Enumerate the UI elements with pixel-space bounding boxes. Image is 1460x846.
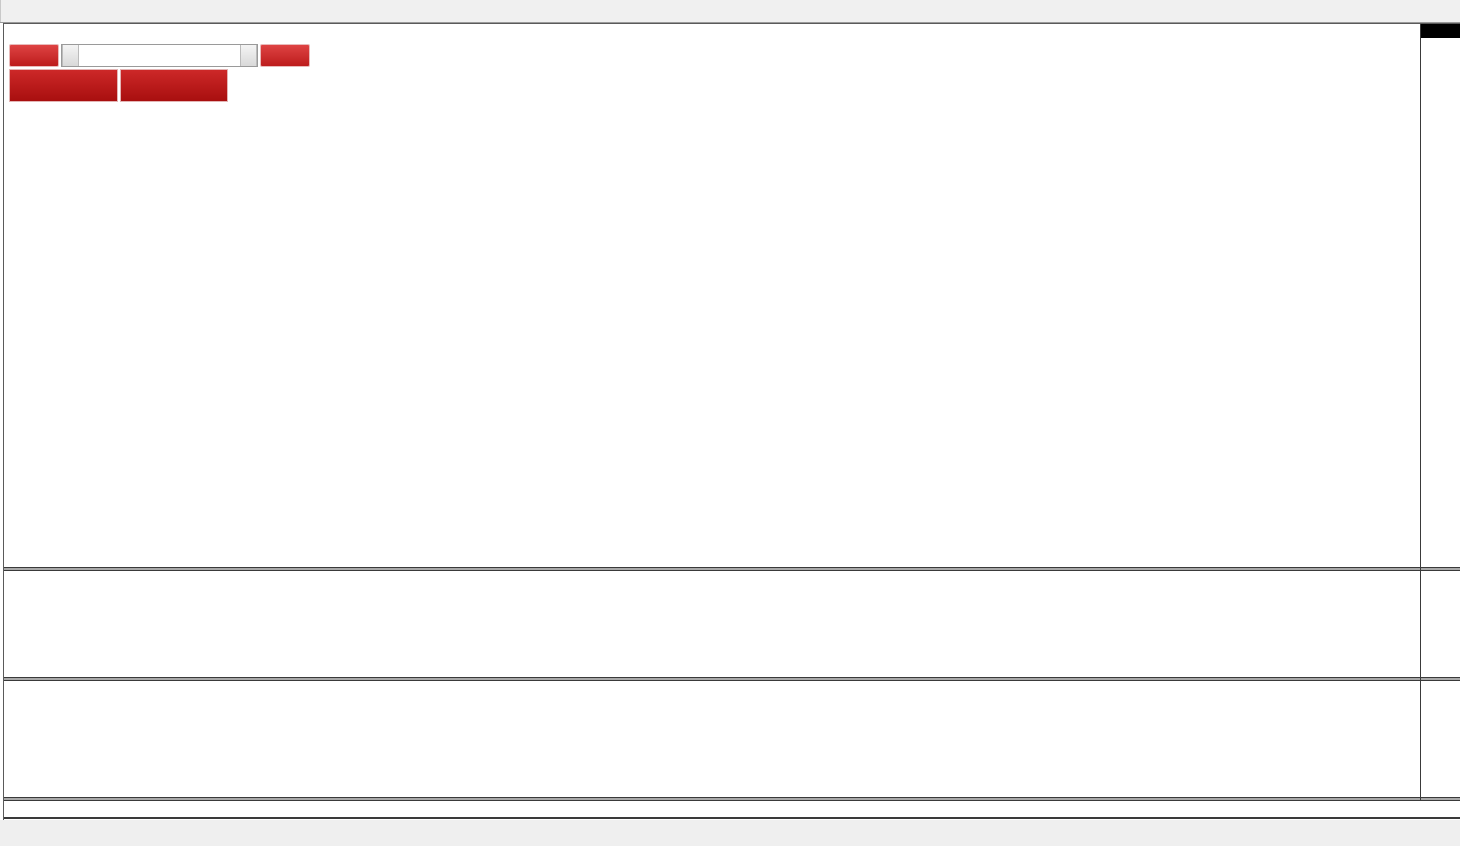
price-chart-canvas[interactable] — [4, 25, 1419, 567]
price-axis-border — [1420, 24, 1421, 801]
rsi-chart-canvas[interactable] — [4, 681, 1419, 797]
chart-window — [3, 23, 1460, 820]
buy-button[interactable] — [260, 44, 310, 67]
current-price-tag — [1421, 24, 1460, 38]
macd-chart-canvas[interactable] — [4, 571, 1419, 677]
volume-increase-icon[interactable] — [240, 45, 257, 66]
toolbar-spacer — [0, 0, 1460, 22]
pane-splitter-rsi[interactable] — [4, 677, 1460, 681]
one-click-trading-panel — [9, 44, 310, 102]
volume-input[interactable] — [79, 45, 240, 66]
chart-tab-bar — [0, 820, 1460, 846]
period-toolbar — [0, 0, 1460, 23]
volume-decrease-icon[interactable] — [62, 45, 79, 66]
volume-stepper — [61, 44, 258, 67]
buy-price-button[interactable] — [119, 69, 228, 102]
date-axis — [4, 801, 1460, 819]
sell-price-button[interactable] — [9, 69, 118, 102]
sell-button[interactable] — [9, 44, 59, 67]
pane-splitter-dates[interactable] — [4, 797, 1460, 801]
pane-splitter-macd[interactable] — [4, 567, 1460, 571]
